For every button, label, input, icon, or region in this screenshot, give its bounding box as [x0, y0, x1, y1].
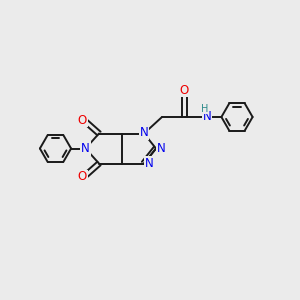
Text: N: N: [81, 142, 90, 155]
Text: O: O: [180, 83, 189, 97]
Text: N: N: [140, 126, 148, 140]
Text: N: N: [157, 142, 166, 155]
Text: N: N: [145, 157, 154, 170]
Text: H: H: [201, 103, 208, 114]
Text: O: O: [78, 113, 87, 127]
Text: O: O: [78, 170, 87, 184]
Text: N: N: [202, 110, 211, 124]
